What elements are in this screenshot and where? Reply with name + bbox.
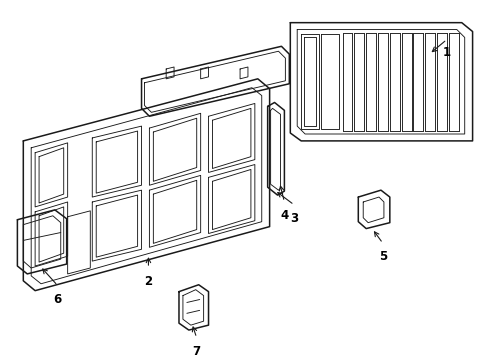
Text: 7: 7 xyxy=(192,345,201,358)
Polygon shape xyxy=(267,103,284,195)
Polygon shape xyxy=(18,210,66,274)
Polygon shape xyxy=(358,190,389,229)
Text: 2: 2 xyxy=(144,275,152,288)
Text: 5: 5 xyxy=(378,250,386,263)
Polygon shape xyxy=(179,285,208,330)
Polygon shape xyxy=(141,46,289,116)
Text: 1: 1 xyxy=(442,46,450,59)
Polygon shape xyxy=(290,23,471,141)
Text: 3: 3 xyxy=(289,212,298,225)
Polygon shape xyxy=(23,79,269,291)
Text: 6: 6 xyxy=(54,293,62,306)
Text: 4: 4 xyxy=(280,209,288,222)
